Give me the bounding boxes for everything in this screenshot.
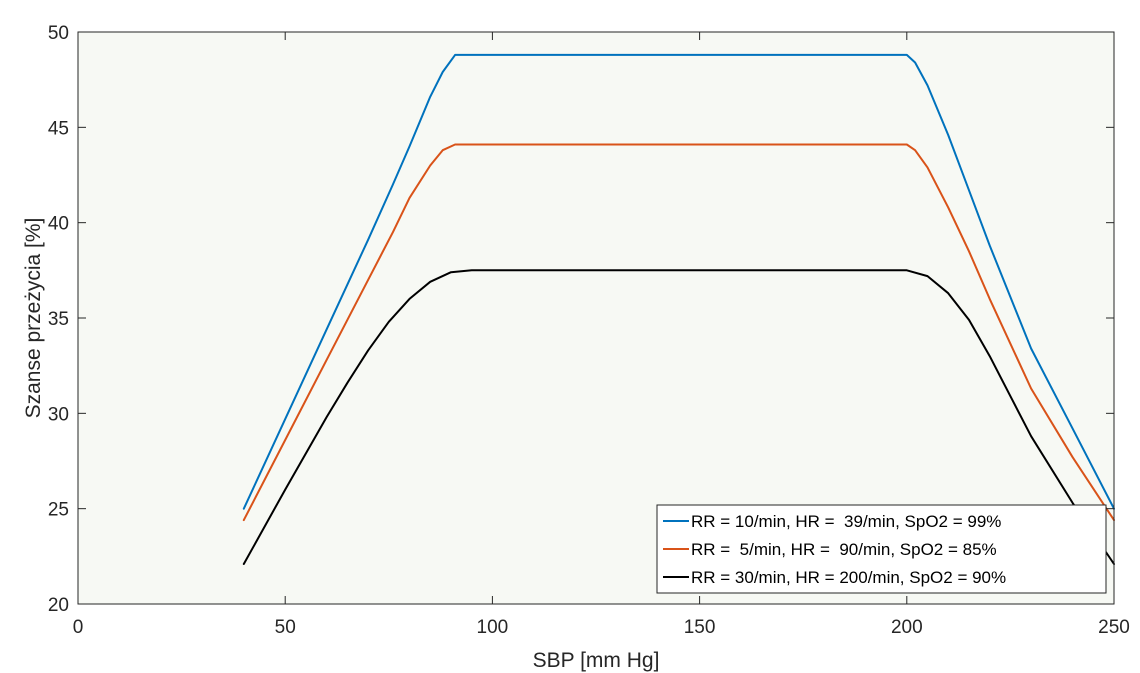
ticks-layer: 0 50 100 150 200 250 20 25 30 35 40 45 50 <box>48 23 1130 638</box>
x-tick-label: 0 <box>73 617 84 638</box>
y-tick-label: 25 <box>48 500 69 521</box>
y-tick-label: 40 <box>48 214 69 235</box>
legend-label-2: RR = 5/min, HR = 90/min, SpO2 = 85% <box>691 540 997 559</box>
series-line-3 <box>242 269 1115 565</box>
y-tick-label: 35 <box>48 309 69 330</box>
x-tick-label: 200 <box>891 617 923 638</box>
legend[interactable]: RR = 10/min, HR = 39/min, SpO2 = 99% RR =… <box>656 504 1107 594</box>
y-tick-label: 30 <box>48 404 69 425</box>
y-tick-label: 45 <box>48 118 69 139</box>
x-tick-label: 250 <box>1098 617 1130 638</box>
x-tick-label: 50 <box>275 617 296 638</box>
legend-label-1: RR = 10/min, HR = 39/min, SpO2 = 99% <box>691 512 1001 531</box>
y-tick-label: 20 <box>48 595 69 616</box>
y-tick-label: 50 <box>48 23 69 44</box>
x-tick-label: 100 <box>477 617 509 638</box>
x-tick-label: 150 <box>684 617 716 638</box>
series-line-2 <box>242 143 1115 522</box>
y-axis-title: Szanse przeżycia [%] <box>22 218 45 419</box>
legend-box <box>656 504 1107 594</box>
series-line-1 <box>242 53 1115 510</box>
x-axis-title: SBP [mm Hg] <box>533 649 660 672</box>
legend-label-3: RR = 30/min, HR = 200/min, SpO2 = 90% <box>691 568 1006 587</box>
series-layer <box>242 53 1115 565</box>
